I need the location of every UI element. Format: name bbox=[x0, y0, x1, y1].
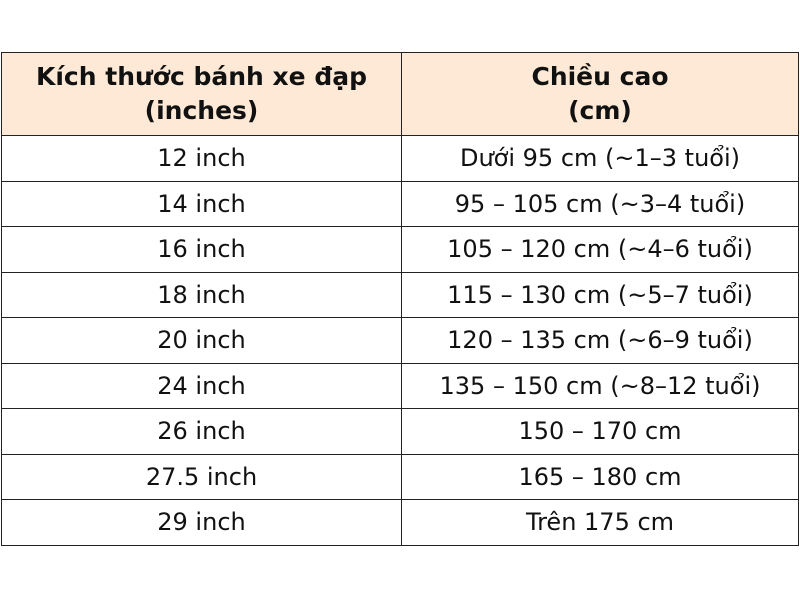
table-row: 12 inch Dưới 95 cm (~1–3 tuổi) bbox=[1, 135, 799, 182]
table-head: Kích thước bánh xe đạp (inches) Chiều ca… bbox=[1, 52, 799, 136]
table-row: 26 inch 150 – 170 cm bbox=[1, 408, 799, 455]
height-cell: Dưới 95 cm (~1–3 tuổi) bbox=[401, 135, 799, 182]
size-table: Kích thước bánh xe đạp (inches) Chiều ca… bbox=[1, 52, 799, 546]
wheel-size-cell: 14 inch bbox=[1, 180, 402, 227]
wheel-size-cell: 29 inch bbox=[1, 499, 402, 546]
wheel-size-cell: 16 inch bbox=[1, 226, 402, 273]
table-row: 18 inch 115 – 130 cm (~5–7 tuổi) bbox=[1, 271, 799, 318]
header-line: Kích thước bánh xe đạp bbox=[35, 62, 368, 91]
height-cell: 115 – 130 cm (~5–7 tuổi) bbox=[401, 271, 799, 318]
header-row: Kích thước bánh xe đạp (inches) Chiều ca… bbox=[1, 52, 799, 136]
wheel-size-cell: 20 inch bbox=[1, 317, 402, 364]
wheel-size-cell: 12 inch bbox=[1, 135, 402, 182]
table-row: 27.5 inch 165 – 180 cm bbox=[1, 453, 799, 500]
wheel-size-cell: 18 inch bbox=[1, 271, 402, 318]
table-row: 14 inch 95 – 105 cm (~3–4 tuổi) bbox=[1, 180, 799, 227]
header-cell: Chiều cao (cm) bbox=[401, 52, 799, 136]
table-row: 20 inch 120 – 135 cm (~6–9 tuổi) bbox=[1, 317, 799, 364]
table-body: 12 inch Dưới 95 cm (~1–3 tuổi) 14 inch 95 –… bbox=[1, 135, 799, 546]
wheel-size-cell: 24 inch bbox=[1, 362, 402, 409]
table-row: 16 inch 105 – 120 cm (~4–6 tuổi) bbox=[1, 226, 799, 273]
height-cell: 105 – 120 cm (~4–6 tuổi) bbox=[401, 226, 799, 273]
height-cell: 120 – 135 cm (~6–9 tuổi) bbox=[401, 317, 799, 364]
height-cell: 95 – 105 cm (~3–4 tuổi) bbox=[401, 180, 799, 227]
height-cell: Trên 175 cm bbox=[401, 499, 799, 546]
table-row: 29 inch Trên 175 cm bbox=[1, 499, 799, 546]
header-line: (inches) bbox=[144, 96, 259, 125]
header-line: (cm) bbox=[568, 96, 632, 125]
height-cell: 135 – 150 cm (~8–12 tuổi) bbox=[401, 362, 799, 409]
wheel-size-cell: 27.5 inch bbox=[1, 453, 402, 500]
height-cell: 165 – 180 cm bbox=[401, 453, 799, 500]
header-line: Chiều cao bbox=[531, 62, 669, 91]
header-cell: Kích thước bánh xe đạp (inches) bbox=[1, 52, 402, 136]
table-row: 24 inch 135 – 150 cm (~8–12 tuổi) bbox=[1, 362, 799, 409]
wheel-size-cell: 26 inch bbox=[1, 408, 402, 455]
height-cell: 150 – 170 cm bbox=[401, 408, 799, 455]
